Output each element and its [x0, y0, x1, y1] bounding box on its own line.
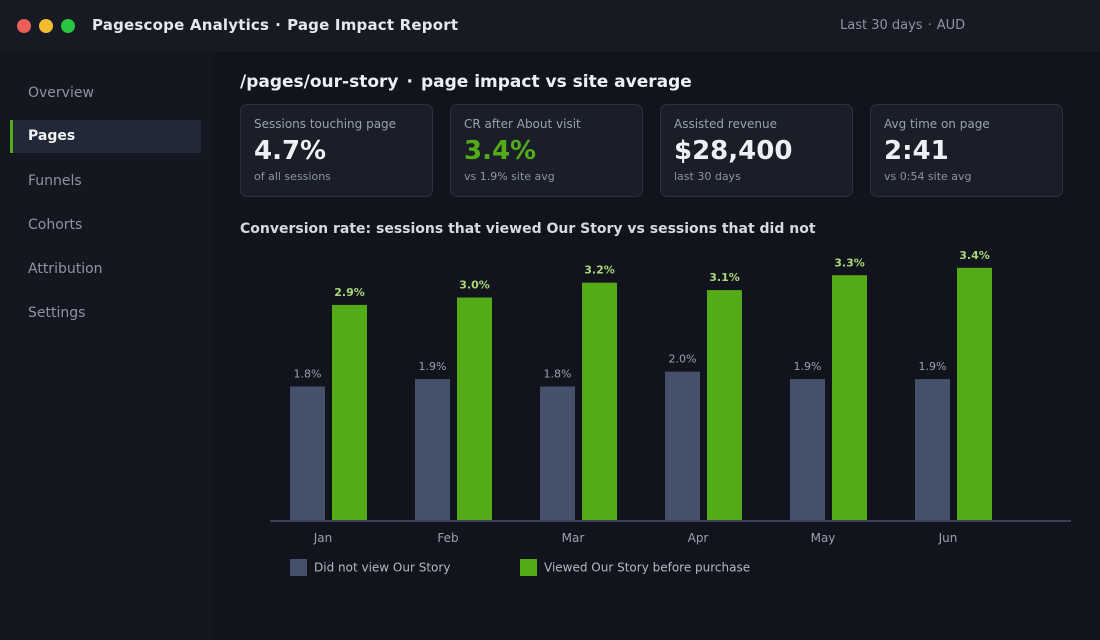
bar-viewed-may	[832, 275, 867, 520]
x-tick-jan: Jan	[313, 531, 333, 545]
bar-viewed-apr	[707, 290, 742, 520]
bar-not-viewed-jun	[915, 379, 950, 520]
kpi-subtext: vs 0:54 site avg	[884, 170, 972, 183]
bar-viewed-feb	[457, 297, 492, 520]
maximize-window-button[interactable]	[61, 19, 75, 33]
sidebar-item-settings[interactable]: Settings	[28, 305, 86, 321]
kpi-card-assisted-revenue: Assisted revenue $28,400 last 30 days	[660, 104, 853, 197]
sidebar-item-pages[interactable]: Pages	[10, 120, 201, 153]
kpi-card-sessions: Sessions touching page 4.7% of all sessi…	[240, 104, 433, 197]
legend-swatch	[520, 559, 537, 576]
kpi-label: Avg time on page	[884, 117, 990, 131]
data-label-viewed-apr: 3.1%	[709, 271, 740, 284]
legend-label: Viewed Our Story before purchase	[544, 560, 751, 575]
sidebar-item-attribution[interactable]: Attribution	[28, 261, 103, 277]
x-tick-mar: Mar	[562, 531, 585, 545]
date-range-selector[interactable]: Last 30 days · AUD	[840, 18, 965, 33]
heading-separator: ·	[406, 72, 413, 92]
kpi-value: 2:41	[884, 136, 949, 166]
currency-label: AUD	[936, 18, 966, 33]
report-name: Page Impact Report	[287, 16, 459, 34]
bar-not-viewed-apr	[665, 371, 700, 520]
page-title: /pages/our-story · page impact vs site ave…	[240, 72, 692, 92]
data-label-not-viewed-feb: 1.9%	[419, 360, 447, 373]
close-window-button[interactable]	[17, 19, 31, 33]
page-path: /pages/our-story	[240, 72, 399, 92]
sidebar-item-overview[interactable]: Overview	[28, 85, 94, 101]
data-label-not-viewed-mar: 1.8%	[544, 368, 572, 381]
kpi-label: Sessions touching page	[254, 117, 397, 131]
kpi-label: Assisted revenue	[674, 117, 777, 131]
sidebar: Overview Pages Funnels Cohorts Attributi…	[0, 52, 212, 640]
page-subtitle: page impact vs site average	[420, 72, 692, 92]
data-label-viewed-jan: 2.9%	[334, 286, 365, 299]
kpi-value: 3.4%	[464, 136, 537, 166]
data-label-not-viewed-apr: 2.0%	[669, 353, 697, 366]
kpi-card-conversion-rate: CR after About visit 3.4% vs 1.9% site a…	[450, 104, 643, 197]
range-separator: ·	[927, 18, 932, 33]
window-title: Pagescope Analytics · Page Impact Report	[92, 16, 458, 34]
data-label-viewed-feb: 3.0%	[459, 279, 490, 292]
bar-not-viewed-jan	[290, 386, 325, 520]
legend-item-not-viewed: Did not view Our Story	[290, 559, 450, 576]
app-name: Pagescope Analytics	[92, 16, 270, 34]
sidebar-item-cohorts[interactable]: Cohorts	[28, 217, 83, 233]
x-tick-may: May	[811, 531, 836, 545]
kpi-value: $28,400	[674, 136, 793, 166]
kpi-value: 4.7%	[254, 136, 327, 166]
kpi-subtext: of all sessions	[254, 170, 331, 183]
bar-viewed-jun	[957, 267, 992, 520]
chart-bars: 1.8% 2.9% 1.9% 3.0% 1.8% 3.2% 2.0% 3.1% 1.9% 3.3%…	[290, 249, 992, 520]
legend-swatch	[290, 559, 307, 576]
x-tick-apr: Apr	[688, 531, 709, 545]
bar-not-viewed-may	[790, 379, 825, 520]
kpi-subtext: vs 1.9% site avg	[464, 170, 555, 183]
bar-not-viewed-mar	[540, 386, 575, 520]
x-tick-feb: Feb	[437, 531, 458, 545]
bar-not-viewed-feb	[415, 379, 450, 520]
data-label-not-viewed-jan: 1.8%	[294, 368, 322, 381]
x-axis-ticks: Jan Feb Mar Apr May Jun	[313, 531, 958, 545]
data-label-viewed-mar: 3.2%	[584, 264, 615, 277]
bar-viewed-mar	[582, 282, 617, 520]
data-label-viewed-jun: 3.4%	[959, 249, 990, 262]
data-label-viewed-may: 3.3%	[834, 256, 865, 269]
data-label-not-viewed-may: 1.9%	[794, 360, 822, 373]
kpi-label: CR after About visit	[464, 117, 581, 131]
data-label-not-viewed-jun: 1.9%	[919, 360, 947, 373]
sidebar-item-funnels[interactable]: Funnels	[28, 173, 82, 189]
bar-viewed-jan	[332, 304, 367, 520]
kpi-subtext: last 30 days	[674, 170, 741, 183]
title-bar: Pagescope Analytics · Page Impact Report L…	[0, 0, 1100, 52]
chart-title: Conversion rate: sessions that viewed Ou…	[240, 221, 816, 237]
date-range-label: Last 30 days	[840, 18, 923, 33]
title-separator: ·	[275, 16, 282, 34]
minimize-window-button[interactable]	[39, 19, 53, 33]
kpi-card-time-on-page: Avg time on page 2:41 vs 0:54 site avg	[870, 104, 1063, 197]
x-tick-jun: Jun	[938, 531, 958, 545]
legend-item-viewed: Viewed Our Story before purchase	[520, 559, 750, 576]
legend-label: Did not view Our Story	[314, 560, 451, 575]
